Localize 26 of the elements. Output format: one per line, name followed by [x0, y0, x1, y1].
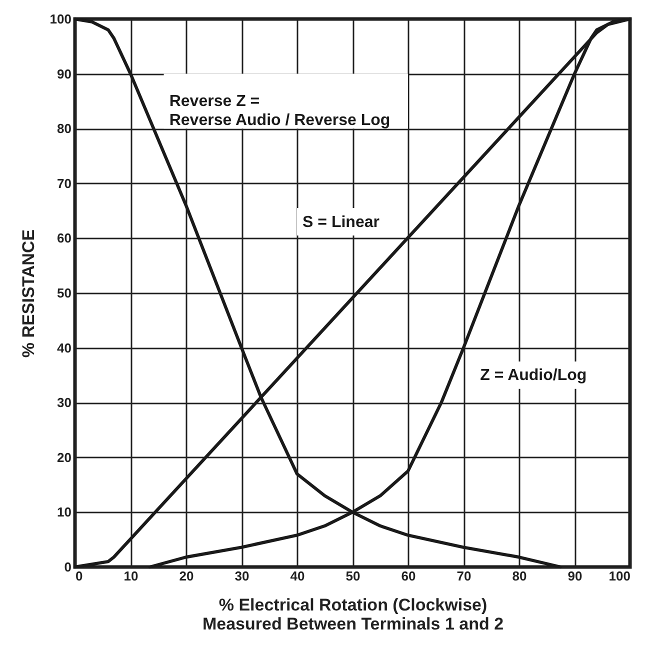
- x-tick-label: 100: [608, 568, 630, 584]
- x-tick-label: 90: [568, 568, 582, 584]
- series-label: S = Linear: [302, 214, 380, 231]
- x-tick-label: 80: [512, 568, 527, 584]
- series-label: Z = Audio/Log: [480, 367, 587, 384]
- x-tick-label: 0: [76, 568, 83, 584]
- x-tick-label: 50: [346, 568, 360, 584]
- y-tick-label: 90: [57, 66, 72, 82]
- y-tick-label: 50: [57, 286, 72, 300]
- x-axis-title: % Electrical Rotation (Clockwise) Measured Between Terminals 1 and 2: [202, 596, 504, 634]
- x-tick-label: 40: [290, 568, 305, 584]
- y-tick-label: 30: [57, 395, 72, 410]
- y-tick-label: 40: [57, 340, 72, 356]
- x-tick-label: 10: [124, 568, 138, 584]
- y-tick-label: 100: [50, 12, 72, 26]
- series-label: Reverse Z = Reverse Audio / Reverse Log: [169, 93, 390, 130]
- x-tick-label: 20: [179, 568, 194, 584]
- x-tick-label: 30: [234, 568, 250, 584]
- y-tick-label: 10: [57, 504, 72, 520]
- y-tick-label: 20: [57, 450, 72, 465]
- y-tick-label: 80: [57, 121, 72, 136]
- x-tick-label: 70: [456, 568, 472, 584]
- y-tick-label: 70: [57, 176, 72, 191]
- x-tick-label: 60: [401, 568, 416, 584]
- y-tick-label: 60: [57, 230, 72, 246]
- y-axis-title: % RESISTANCE: [18, 229, 38, 358]
